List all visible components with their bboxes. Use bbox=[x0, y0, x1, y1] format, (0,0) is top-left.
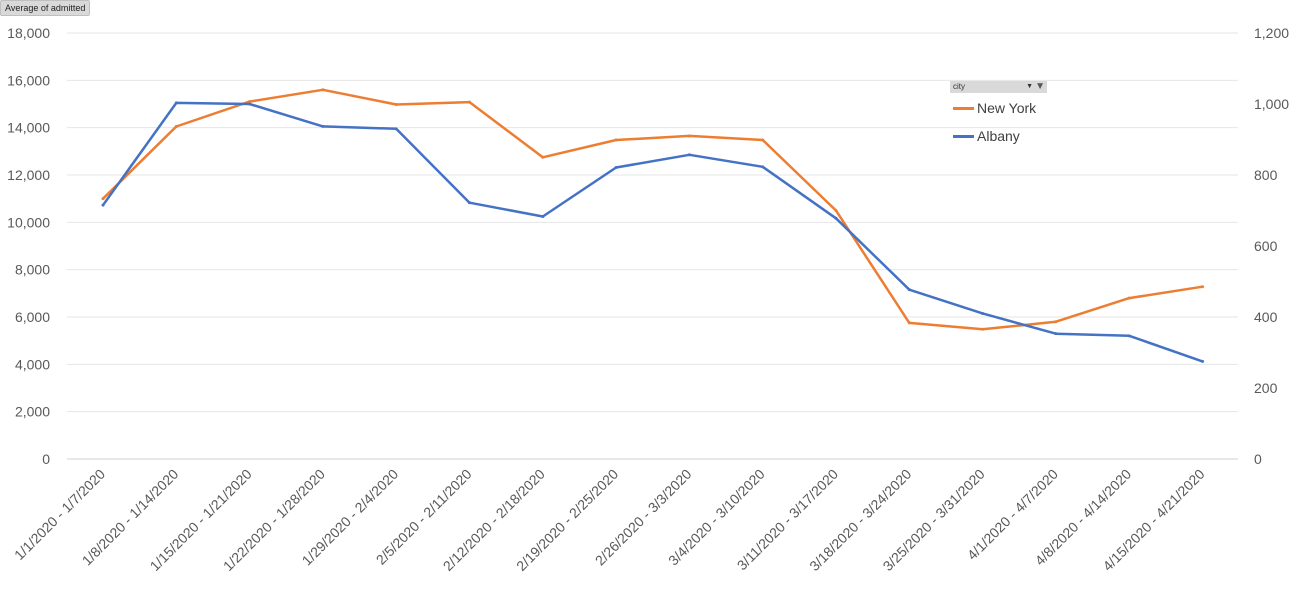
y-left-tick-label: 16,000 bbox=[7, 72, 50, 88]
data-point-albany bbox=[907, 288, 911, 292]
y-left-tick-label: 2,000 bbox=[15, 404, 50, 420]
data-point-albany bbox=[101, 203, 105, 207]
data-point-new-york bbox=[541, 155, 545, 159]
y-right-tick-label: 800 bbox=[1254, 167, 1278, 183]
data-point-new-york bbox=[614, 138, 618, 142]
data-point-albany bbox=[541, 215, 545, 219]
data-point-new-york bbox=[687, 134, 691, 138]
y-left-tick-label: 18,000 bbox=[7, 25, 50, 41]
y-left-tick-label: 4,000 bbox=[15, 356, 50, 372]
data-point-albany bbox=[468, 201, 471, 205]
left-axis-ticks: 0 2,000 4,000 6,000 8,000 10,000 12,000 14,000 1… bbox=[7, 25, 50, 467]
gridlines bbox=[67, 32, 1238, 460]
right-axis-ticks: 0 200 400 600 800 1,000 1,200 bbox=[1254, 25, 1289, 467]
series-line-albany bbox=[101, 101, 1204, 363]
city-filter-label: city bbox=[953, 82, 965, 91]
y-right-tick-label: 1,200 bbox=[1254, 25, 1289, 41]
series-line-new-york bbox=[101, 88, 1204, 331]
data-point-albany bbox=[761, 165, 765, 169]
data-point-albany bbox=[614, 166, 618, 170]
y-right-tick-label: 600 bbox=[1254, 238, 1278, 254]
y-left-tick-label: 14,000 bbox=[7, 120, 50, 136]
y-left-tick-label: 10,000 bbox=[7, 214, 50, 230]
data-point-albany bbox=[174, 101, 178, 105]
legend-swatch-albany bbox=[953, 135, 974, 138]
city-filter-dropdown[interactable]: city ▼ ▼ bbox=[950, 81, 1047, 93]
legend-label-new-york: New York bbox=[977, 100, 1037, 116]
y-left-tick-label: 6,000 bbox=[15, 309, 50, 325]
series-lines bbox=[101, 88, 1204, 363]
data-point-new-york bbox=[248, 100, 252, 104]
data-point-new-york bbox=[981, 327, 985, 331]
data-point-new-york bbox=[468, 100, 471, 104]
data-point-new-york bbox=[174, 124, 178, 128]
data-point-albany bbox=[321, 124, 325, 128]
data-point-albany bbox=[1201, 359, 1204, 363]
data-point-albany bbox=[834, 216, 838, 220]
y-right-tick-label: 200 bbox=[1254, 380, 1278, 396]
data-point-new-york bbox=[907, 321, 911, 325]
data-point-albany bbox=[1054, 332, 1058, 336]
data-point-new-york bbox=[1054, 320, 1058, 324]
dropdown-arrow-icon[interactable]: ▼ bbox=[1026, 83, 1033, 90]
data-point-new-york bbox=[101, 197, 105, 201]
data-point-albany bbox=[394, 127, 398, 131]
y-left-tick-label: 12,000 bbox=[7, 167, 50, 183]
y-left-tick-label: 8,000 bbox=[15, 262, 50, 278]
data-point-new-york bbox=[1201, 285, 1204, 289]
y-right-tick-label: 1,000 bbox=[1254, 96, 1289, 112]
legend-swatch-new-york bbox=[953, 107, 974, 110]
data-point-albany bbox=[248, 102, 252, 106]
data-point-new-york bbox=[834, 209, 838, 212]
legend-label-albany: Albany bbox=[977, 128, 1020, 144]
pivot-field-button[interactable]: Average of admitted bbox=[0, 0, 91, 16]
filter-funnel-icon[interactable]: ▼ bbox=[1035, 81, 1045, 92]
data-point-albany bbox=[981, 311, 985, 315]
y-right-tick-label: 0 bbox=[1254, 451, 1262, 467]
data-point-new-york bbox=[761, 138, 765, 142]
y-left-tick-label: 0 bbox=[42, 451, 50, 467]
data-point-new-york bbox=[1127, 296, 1131, 300]
data-point-albany bbox=[1127, 334, 1131, 338]
data-point-new-york bbox=[394, 102, 398, 106]
y-right-tick-label: 400 bbox=[1254, 309, 1278, 325]
data-point-new-york bbox=[321, 88, 325, 92]
data-point-albany bbox=[687, 153, 691, 157]
